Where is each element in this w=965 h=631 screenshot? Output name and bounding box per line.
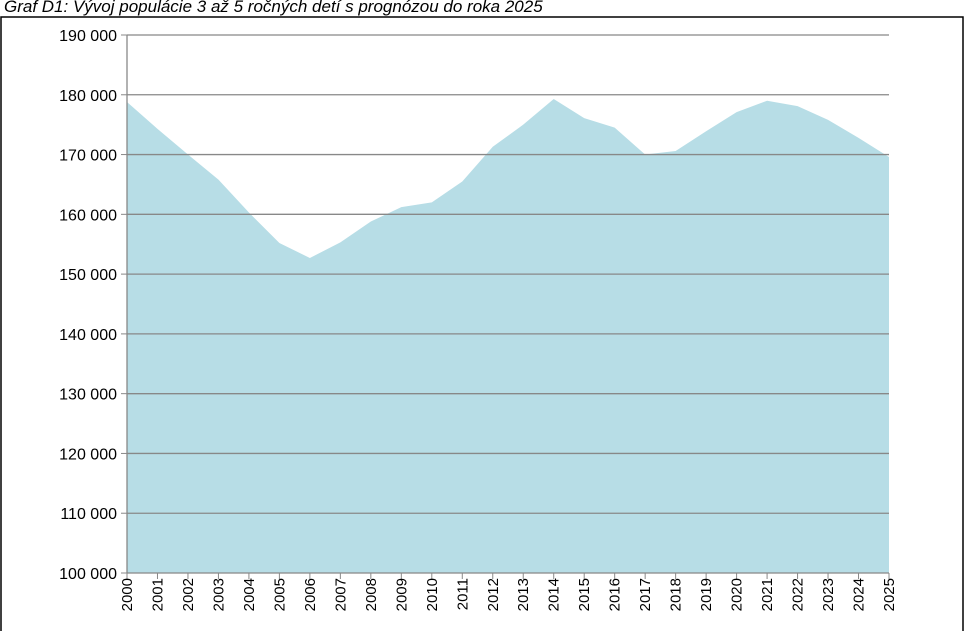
y-tick-label: 140 000 <box>59 327 117 344</box>
chart-frame <box>0 16 964 631</box>
x-tick-label: 2015 <box>576 578 593 611</box>
x-tick-label: 2022 <box>790 578 807 611</box>
x-tick-label: 2006 <box>302 578 319 611</box>
chart-title: Graf D1: Vývoj populácie 3 až 5 ročných … <box>4 0 543 16</box>
x-tick-label: 2010 <box>424 578 441 611</box>
x-tick-label: 2007 <box>332 578 349 611</box>
x-tick-label: 2019 <box>698 578 715 611</box>
x-tick-label: 2001 <box>149 578 166 611</box>
y-tick-label: 120 000 <box>59 446 117 463</box>
area <box>127 98 889 573</box>
x-tick-label: 2011 <box>454 578 471 610</box>
y-tick-label: 160 000 <box>59 207 117 224</box>
x-tick-label: 2016 <box>607 578 624 611</box>
x-tick-label: 2000 <box>119 578 136 611</box>
x-tick-label: 2025 <box>881 578 898 611</box>
x-tick-label: 2003 <box>210 578 227 611</box>
x-tick-label: 2023 <box>820 578 837 611</box>
x-tick-label: 2017 <box>637 578 654 611</box>
x-tick-label: 2020 <box>729 578 746 611</box>
x-tick-label: 2014 <box>546 578 563 611</box>
x-tick-label: 2018 <box>668 578 685 611</box>
x-tick-label: 2005 <box>271 578 288 611</box>
y-tick-label: 100 000 <box>59 566 117 583</box>
y-tick-label: 180 000 <box>59 88 117 105</box>
x-tick-label: 2021 <box>759 578 776 611</box>
x-tick-label: 2012 <box>485 578 502 611</box>
y-tick-label: 190 000 <box>59 28 117 45</box>
y-tick-label: 110 000 <box>60 506 117 523</box>
y-tick-label: 150 000 <box>59 267 117 284</box>
x-tick-label: 2008 <box>363 578 380 611</box>
x-tick-label: 2004 <box>241 578 258 611</box>
y-tick-label: 170 000 <box>59 148 117 165</box>
x-tick-label: 2002 <box>180 578 197 611</box>
x-tick-label: 2009 <box>393 578 410 611</box>
x-tick-label: 2013 <box>515 578 532 611</box>
y-tick-label: 130 000 <box>59 387 117 404</box>
x-tick-label: 2024 <box>851 578 868 611</box>
